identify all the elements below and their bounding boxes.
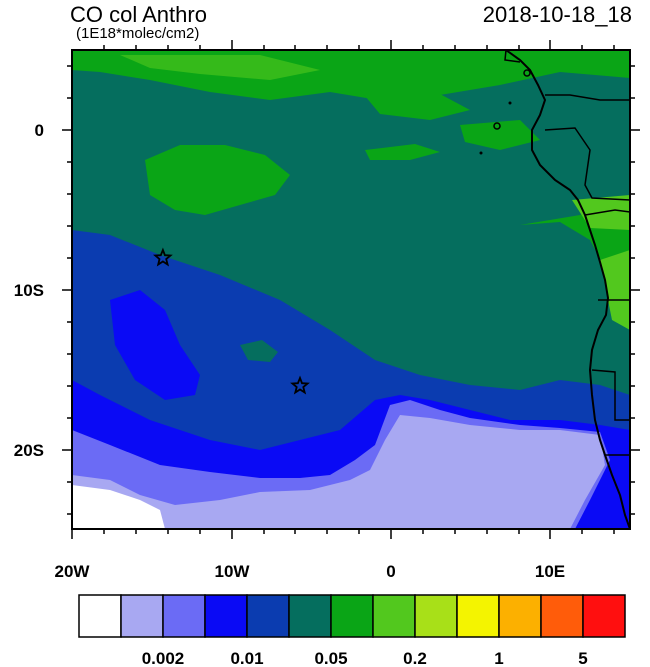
colorbar-swatch [540, 594, 584, 638]
colorbar-label: 0.2 [403, 649, 427, 667]
colorbar-swatch [414, 594, 458, 638]
x-tick-label-0: 0 [386, 562, 395, 581]
colorbar-swatch [372, 594, 416, 638]
colorbar-label: 0.002 [142, 649, 185, 667]
field-band-lightgreen-top [120, 55, 320, 80]
colorbar [78, 594, 626, 638]
co-field [72, 50, 630, 529]
island-2 [523, 69, 531, 77]
colorbar-label: 5 [578, 649, 587, 667]
colorbar-label: 0.05 [314, 649, 347, 667]
border-line-5 [591, 369, 630, 421]
border-line-2 [544, 127, 630, 201]
border-line-7 [504, 50, 521, 63]
tick-marks [62, 40, 640, 539]
colorbar-label: 1 [494, 649, 503, 667]
border-line-1 [545, 94, 630, 101]
field-patch-green-2 [460, 120, 540, 150]
y-tick-label-10s: 10S [14, 281, 44, 300]
colorbar-swatch [162, 594, 206, 638]
colorbar-swatch [204, 594, 248, 638]
africa-coastline [505, 50, 630, 529]
y-tick-label-20s: 20S [14, 441, 44, 460]
island-1 [493, 122, 501, 130]
field-patch-blue-1 [110, 290, 200, 400]
colorbar-swatch [582, 594, 626, 638]
colorbar-swatch [246, 594, 290, 638]
star-marker-2 [290, 375, 310, 395]
x-tick-label-10e: 10E [535, 562, 565, 581]
colorbar-swatch [498, 594, 542, 638]
field-band-lightgreen-coast [600, 250, 630, 330]
colorbar-swatch [288, 594, 332, 638]
x-tick-label-20w: 20W [55, 562, 91, 581]
marker-layer [153, 247, 310, 395]
colorbar-label: 0.01 [230, 649, 263, 667]
map-title: CO col Anthro [70, 2, 207, 27]
units-label: (1E18*molec/cm2) [76, 25, 200, 42]
border-line-3 [584, 209, 630, 216]
island-4 [479, 151, 483, 155]
star-marker-1 [153, 247, 173, 267]
colorbar-swatch [330, 594, 374, 638]
field-patch-green-4 [365, 144, 440, 160]
colorbar-swatch [78, 594, 122, 638]
field-patch-teal-island [240, 340, 278, 362]
colorbar-labels: 0.002 0.01 0.05 0.2 1 5 [142, 649, 588, 667]
x-tick-label-10w: 10W [215, 562, 251, 581]
colorbar-swatch [120, 594, 164, 638]
colorbar-swatch [456, 594, 500, 638]
field-patch-white [72, 485, 165, 529]
field-band-lightblue [72, 415, 605, 529]
y-tick-label-0: 0 [35, 121, 44, 140]
island-3 [508, 101, 512, 105]
field-patch-green-1 [360, 90, 470, 120]
timestamp-label: 2018-10-18_18 [482, 2, 632, 27]
field-patch-green-3 [145, 145, 290, 215]
